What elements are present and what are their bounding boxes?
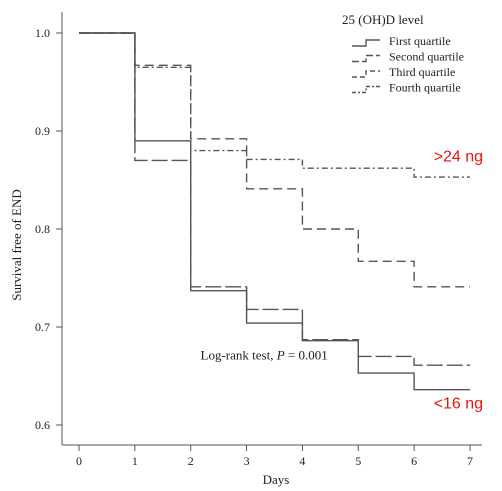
x-tick-label: 5 [355,454,361,468]
x-tick-label: 2 [188,454,194,468]
x-tick-label: 3 [244,454,250,468]
log-rank-test-text: Log-rank test, P = 0.001 [201,347,328,362]
stat-suffix: = 0.001 [285,347,328,362]
x-tick-label: 4 [299,454,305,468]
y-tick-label: 0.8 [35,222,50,236]
annotation-label: <16 ng [434,395,483,412]
legend-swatch [352,54,380,63]
legend: 25 (OH)D level First quartile Second quar… [342,12,464,95]
y-ticks: 0.6 0.7 0.8 0.9 1.0 [35,26,62,432]
y-axis-label: Survival free of END [9,189,24,301]
x-tick-label: 7 [467,454,473,468]
y-tick-label: 0.9 [35,124,50,138]
x-axis-label: Days [263,472,290,487]
legend-label: Third quartile [389,65,455,79]
annotations: >24 ng <16 ng [434,148,483,412]
annotation-label: >24 ng [434,148,483,165]
legend-swatch [352,39,380,47]
legend-label: Fourth quartile [389,81,461,95]
y-tick-label: 1.0 [35,26,50,40]
stat-variable: P [276,347,285,362]
x-tick-label: 1 [132,454,138,468]
legend-label: Second quartile [389,50,464,64]
series-line-first-quartile [79,32,470,391]
y-tick-label: 0.6 [35,418,50,432]
x-tick-label: 0 [76,454,82,468]
legend-title: 25 (OH)D level [342,12,424,27]
y-tick-label: 0.7 [35,320,50,334]
legend-swatch [352,85,380,94]
legend-label: First quartile [389,34,451,48]
series-line-second-quartile [79,32,470,366]
stat-prefix: Log-rank test, [201,347,277,362]
legend-swatch [352,70,380,78]
x-ticks: 0 1 2 3 4 5 6 7 [76,445,473,468]
x-tick-label: 6 [411,454,417,468]
survival-curves [79,32,470,391]
series-line-third-quartile [79,32,470,288]
series-line-fourth-quartile [79,32,470,178]
